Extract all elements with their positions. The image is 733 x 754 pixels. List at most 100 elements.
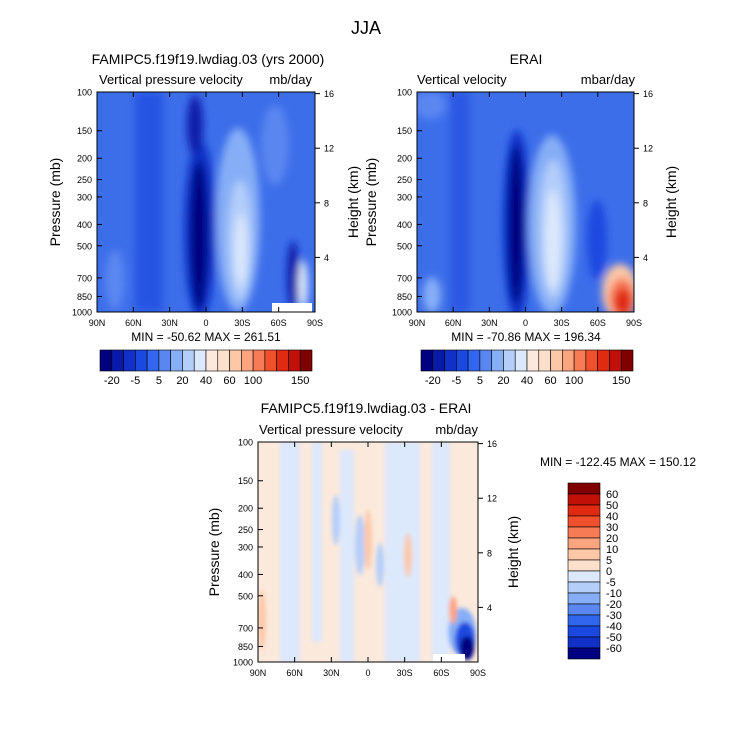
colorbar-swatch [241,349,254,372]
contour-nh-midlat [135,92,163,312]
colorbar-swatch [567,493,601,506]
colorbar-swatch [299,349,313,372]
panel-model-subtitle-right: mb/day [269,72,312,87]
panel-erai-stats: MIN = -70.86 MAX = 196.34 [451,330,601,344]
y-right-tick-label: 12 [643,144,653,154]
colorbar-label: -5 [130,375,140,387]
contour-upper-left [417,92,446,119]
x-tick-label: 0 [365,668,370,678]
x-tick-label: 90S [626,318,642,328]
colorbar-swatch [567,647,601,660]
y-tick-label: 1000 [72,308,92,318]
colorbar-label: 150 [612,375,630,387]
y-tick-label: 200 [397,154,412,164]
y-tick-label: 850 [397,292,412,302]
colorbar-label: 0 [606,566,612,578]
colorbar-swatch [567,515,601,528]
y-tick-label: 700 [238,623,253,633]
x-tick-label: 90S [307,318,323,328]
x-tick-label: 60S [433,668,449,678]
y-right-tick-label: 16 [324,89,334,99]
x-tick-label: 60S [271,318,287,328]
colorbar-label: -60 [606,643,622,655]
contour-red-2 [404,533,412,577]
colorbar-swatch [205,349,219,372]
x-tick-label: 30S [397,668,413,678]
colorbar-label: 40 [521,375,533,387]
y-tick-label: 850 [77,292,92,302]
y-right-tick-label: 16 [643,89,653,99]
y-tick-label: 500 [397,241,412,251]
panel-erai-ylabel: Pressure (mb) [363,158,379,247]
contour-60s-low [287,241,299,309]
y-tick-label: 500 [77,241,92,251]
colorbar-swatch [264,349,277,372]
colorbar-label: 60 [223,375,235,387]
contour-blue-3 [376,543,384,587]
panel-diff-subtitle-left: Vertical pressure velocity [259,422,403,437]
panel-erai-ylabel-right: Height (km) [663,166,679,238]
x-tick-label: 30N [161,318,178,328]
colorbar-swatch [276,349,289,372]
colorbar-swatch [567,504,601,517]
colorbar-swatch [526,349,540,372]
colorbar-swatch [567,548,601,561]
colorbar-swatch [597,349,610,372]
colorbar-swatch [567,537,601,550]
contour-blue-1 [332,495,340,545]
panel-erai-axes: 90N 60N 30N 0 30S 60S 90S 100 150 200 250 300 400 500… [392,88,653,329]
colorbar-swatch [609,349,622,372]
colorbar-swatch [444,349,457,372]
x-tick-label: 30S [234,318,250,328]
colorbar-label: -40 [606,621,622,633]
colorbar-label: 5 [606,555,612,567]
colorbar-swatch [567,592,601,605]
y-right-tick-label: 16 [487,439,497,449]
contour-antarctic-3 [614,288,632,312]
colorbar-label: 20 [606,533,618,545]
colorbar-swatch [111,349,124,372]
contour-sh-subsidence-peak [235,214,247,286]
colorbar-swatch [567,559,601,572]
y-right-tick-label: 4 [487,603,492,613]
colorbar-swatch [567,636,601,649]
colorbar-label: -50 [606,632,622,644]
colorbar-swatch [567,482,601,495]
panel-diff: FAMIPC5.f19f19.lwdiag.03 - ERAI Vertical… [206,400,696,678]
contour-high-lat [587,200,607,280]
contour-red-1 [364,510,372,570]
contour-antarctic-red [449,596,457,624]
colorbar-swatch [479,349,492,372]
contour-upper-weak [187,95,203,155]
y-tick-label: 1000 [392,308,412,318]
panel-erai-field [417,92,634,312]
contour-red-3 [258,590,266,650]
y-tick-label: 100 [238,438,253,448]
contour-sh-subsidence-peak [545,190,561,290]
x-tick-label: 60N [125,318,142,328]
x-tick-label: 60S [590,318,606,328]
topography-mask [433,654,465,662]
colorbar-swatch [420,349,434,372]
colorbar-label: -10 [606,588,622,600]
colorbar-label: -20 [606,599,622,611]
colorbar-swatch [99,349,113,372]
y-tick-label: 300 [77,192,92,202]
colorbar-label: 5 [477,375,483,387]
colorbar-label: 10 [606,544,618,556]
contour-itcz-core [508,145,524,305]
colorbar-label: 60 [544,375,556,387]
colorbar-swatch [585,349,598,372]
contour-band-5 [432,442,450,662]
y-right-tick-label: 8 [324,198,329,208]
panel-model-subtitle-left: Vertical pressure velocity [99,72,243,87]
colorbar-swatch [567,625,601,638]
y-tick-label: 300 [397,192,412,202]
contour-nh-low [423,277,441,312]
colorbar-swatch [432,349,445,372]
x-tick-label: 90N [89,318,106,328]
colorbar-swatch [514,349,528,372]
panel-model-ylabel: Pressure (mb) [47,158,63,247]
x-tick-label: 0 [523,318,528,328]
